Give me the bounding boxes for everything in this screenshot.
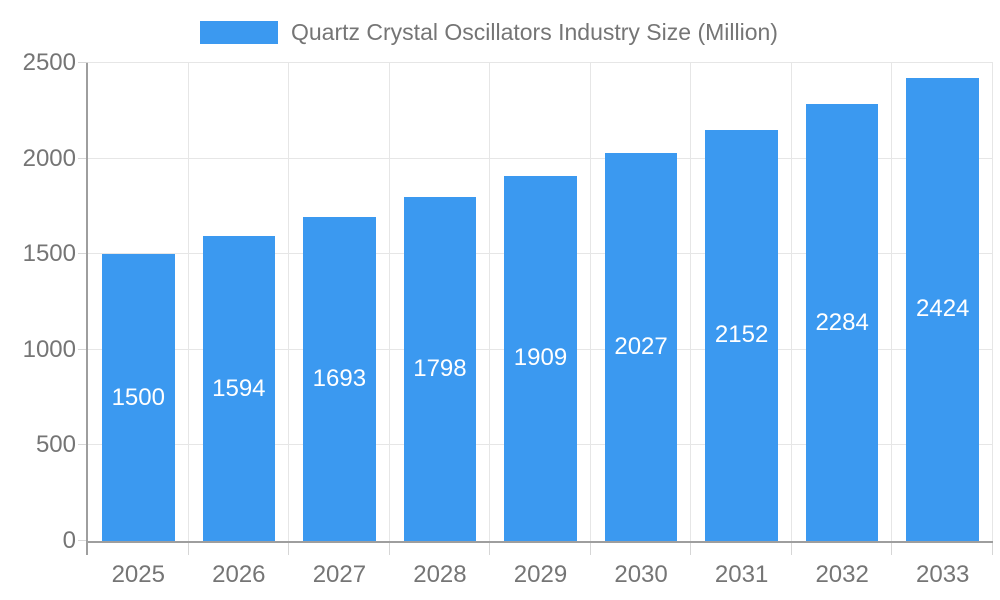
y-tick	[78, 540, 88, 541]
y-gridline	[88, 62, 993, 63]
x-tick	[891, 543, 893, 555]
y-tick	[78, 348, 88, 350]
y-axis-tick-label: 2000	[22, 144, 76, 172]
bar-2033[interactable]	[906, 77, 979, 541]
x-axis-tick-label: 2026	[212, 561, 266, 588]
y-axis-tick-label: 0	[62, 527, 76, 554]
x-tick	[489, 543, 491, 555]
x-tick	[388, 543, 390, 555]
y-tick	[78, 253, 88, 255]
x-axis-line	[86, 541, 993, 543]
x-tick	[992, 543, 993, 555]
x-axis-tick-label: 2027	[312, 561, 367, 588]
x-axis-tick-label: 2025	[111, 561, 165, 588]
bar-2031[interactable]	[705, 129, 778, 541]
bar-2025[interactable]	[102, 254, 175, 541]
x-gridline	[388, 63, 390, 541]
x-gridline	[288, 63, 290, 541]
x-gridline	[187, 63, 189, 541]
x-axis-tick-label: 2030	[614, 561, 668, 588]
y-axis-tick-label: 1000	[22, 335, 76, 363]
x-tick	[690, 543, 692, 555]
y-gridline	[88, 157, 993, 159]
y-tick	[78, 62, 88, 63]
x-axis-tick-label: 2028	[413, 561, 467, 588]
legend-swatch	[200, 21, 278, 44]
bar-2027[interactable]	[303, 217, 376, 541]
bar-2029[interactable]	[504, 175, 577, 541]
y-axis-tick-label: 2500	[22, 49, 76, 76]
x-tick	[790, 543, 792, 555]
x-axis-tick-label: 2033	[916, 561, 970, 588]
x-axis-tick-label: 2031	[714, 561, 769, 588]
x-tick	[589, 543, 591, 555]
bar-2032[interactable]	[805, 104, 879, 541]
bar-2026[interactable]	[202, 236, 276, 541]
y-axis-tick-label: 500	[35, 431, 76, 459]
x-gridline	[690, 63, 692, 541]
bar-2030[interactable]	[604, 153, 678, 541]
x-tick	[187, 543, 189, 555]
bar-2028[interactable]	[403, 197, 477, 541]
x-gridline	[992, 63, 993, 541]
y-tick	[78, 444, 88, 446]
y-axis-line	[86, 63, 88, 555]
x-tick	[288, 543, 290, 555]
x-gridline	[790, 63, 792, 541]
legend-label: Quartz Crystal Oscillators Industry Size…	[291, 19, 778, 45]
y-tick	[78, 157, 88, 159]
x-gridline	[589, 63, 591, 541]
x-gridline	[891, 63, 893, 541]
legend[interactable]: Quartz Crystal Oscillators Industry Size…	[200, 19, 778, 46]
y-axis-tick-label: 1500	[22, 240, 76, 268]
x-axis-tick-label: 2029	[513, 561, 568, 588]
x-gridline	[489, 63, 491, 541]
x-axis-tick-label: 2032	[815, 561, 869, 588]
